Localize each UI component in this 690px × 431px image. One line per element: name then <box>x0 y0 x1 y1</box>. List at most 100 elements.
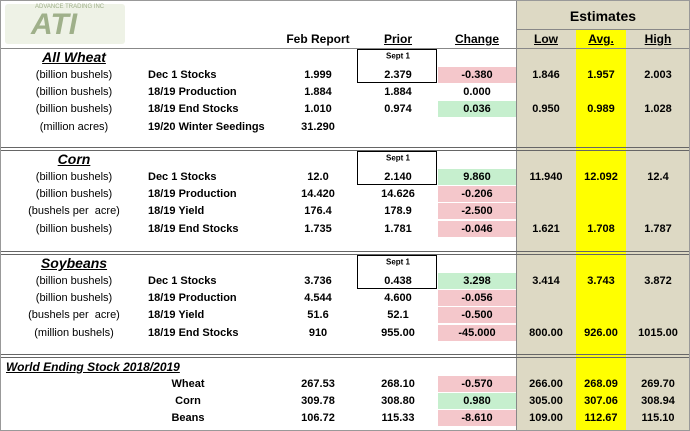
section-title: All Wheat <box>42 49 106 65</box>
avg-value: 12.092 <box>584 170 618 183</box>
feb-value: 1.735 <box>304 222 332 235</box>
section-rule <box>1 251 689 252</box>
low-value: 11.940 <box>529 170 563 183</box>
prior-value: 0.974 <box>384 103 412 116</box>
item-label: 18/19 End Stocks <box>148 326 239 339</box>
low-value: 109.00 <box>529 412 563 425</box>
unit-label: (million bushels) <box>34 326 114 339</box>
feb-value: 31.290 <box>301 120 335 133</box>
item-label: 18/19 Yield <box>148 205 205 218</box>
estimates-header: Estimates <box>569 8 637 24</box>
change-value: -8.610 <box>461 412 493 425</box>
unit-label: (billion bushels) <box>35 274 113 287</box>
feb-value: 267.53 <box>301 377 335 390</box>
high-value: 12.4 <box>647 170 669 183</box>
prior-note: Sept 1 <box>385 257 411 267</box>
unit-label: (million acres) <box>39 120 109 133</box>
item-label: 18/19 Production <box>148 187 237 200</box>
unit-label: (billion bushels) <box>35 103 113 116</box>
low-value: 1.621 <box>532 222 560 235</box>
logo-box <box>5 4 125 44</box>
feb-value: 12.0 <box>307 170 329 183</box>
change-highlight <box>438 101 516 118</box>
prior-value: 268.10 <box>381 377 415 390</box>
section-rule <box>1 147 689 148</box>
feb-value: 14.420 <box>301 187 335 200</box>
change-value: 0.000 <box>463 85 491 98</box>
unit-label: (billion bushels) <box>35 222 113 235</box>
item-label: 18/19 Production <box>148 291 237 304</box>
prior-box <box>357 255 437 290</box>
feb-value: 176.4 <box>304 205 332 218</box>
avg-value: 0.989 <box>587 103 615 116</box>
change-value: 9.860 <box>463 170 491 183</box>
feb-value: 1.999 <box>304 68 332 81</box>
feb-value: 1.010 <box>304 103 332 116</box>
feb-value: 4.544 <box>304 291 332 304</box>
change-value: 0.036 <box>463 103 491 116</box>
prior-value: 2.140 <box>384 170 412 183</box>
change-highlight <box>438 324 516 341</box>
estimates-rule <box>516 29 689 30</box>
change-value: -0.570 <box>461 377 493 390</box>
avg-value: 268.09 <box>584 377 618 390</box>
change-value: -0.500 <box>461 309 493 322</box>
item-label: Dec 1 Stocks <box>148 170 217 183</box>
column-header: Feb Report <box>286 32 350 46</box>
change-highlight <box>438 307 516 324</box>
item-label: Dec 1 Stocks <box>148 68 217 81</box>
change-highlight <box>438 220 516 237</box>
prior-note: Sept 1 <box>385 51 411 61</box>
section-rule <box>1 254 689 255</box>
feb-value: 106.72 <box>301 412 335 425</box>
low-value: 1.846 <box>532 68 560 81</box>
feb-value: 910 <box>308 326 328 339</box>
change-value: 0.980 <box>463 394 491 407</box>
logo-text: ATI <box>31 8 78 41</box>
low-value: 305.00 <box>529 394 563 407</box>
column-header: Avg. <box>588 32 614 46</box>
change-highlight <box>438 375 516 392</box>
column-header: Prior <box>383 32 413 46</box>
high-value: 115.10 <box>641 412 675 425</box>
avg-value: 1.957 <box>587 68 615 81</box>
change-highlight <box>438 66 516 83</box>
low-value: 3.414 <box>532 274 560 287</box>
change-value: -2.500 <box>461 205 493 218</box>
high-value: 269.70 <box>641 377 675 390</box>
low-value: 800.00 <box>529 326 563 339</box>
item-label: Beans <box>171 412 205 425</box>
change-highlight <box>438 203 516 220</box>
item-label: 19/20 Winter Seedings <box>148 120 265 133</box>
change-highlight <box>438 168 516 185</box>
prior-value: 1.884 <box>384 85 412 98</box>
prior-value: 1.781 <box>384 222 412 235</box>
change-value: -0.206 <box>461 187 493 200</box>
item-label: 18/19 End Stocks <box>148 222 239 235</box>
unit-label: (billion bushels) <box>35 291 113 304</box>
unit-label: (bushels per acre) <box>28 205 120 218</box>
avg-value: 926.00 <box>584 326 618 339</box>
section-rule <box>1 150 689 151</box>
unit-label: (billion bushels) <box>35 170 113 183</box>
prior-value: 14.626 <box>381 187 415 200</box>
feb-value: 309.78 <box>301 394 335 407</box>
change-value: -45.000 <box>458 326 496 339</box>
change-highlight <box>438 272 516 289</box>
feb-value: 1.884 <box>304 85 332 98</box>
low-value: 0.950 <box>532 103 560 116</box>
change-value: -0.380 <box>461 68 493 81</box>
item-label: 18/19 Production <box>148 85 237 98</box>
high-value: 1015.00 <box>638 326 678 339</box>
rule <box>1 48 689 49</box>
prior-note: Sept 1 <box>385 153 411 163</box>
prior-value: 0.438 <box>384 274 412 287</box>
change-value: -0.046 <box>461 222 493 235</box>
high-value: 1.787 <box>644 222 672 235</box>
prior-box <box>357 151 437 186</box>
change-highlight <box>438 410 516 427</box>
column-header: High <box>644 32 672 46</box>
section-rule <box>1 354 689 355</box>
prior-value: 308.80 <box>381 394 415 407</box>
